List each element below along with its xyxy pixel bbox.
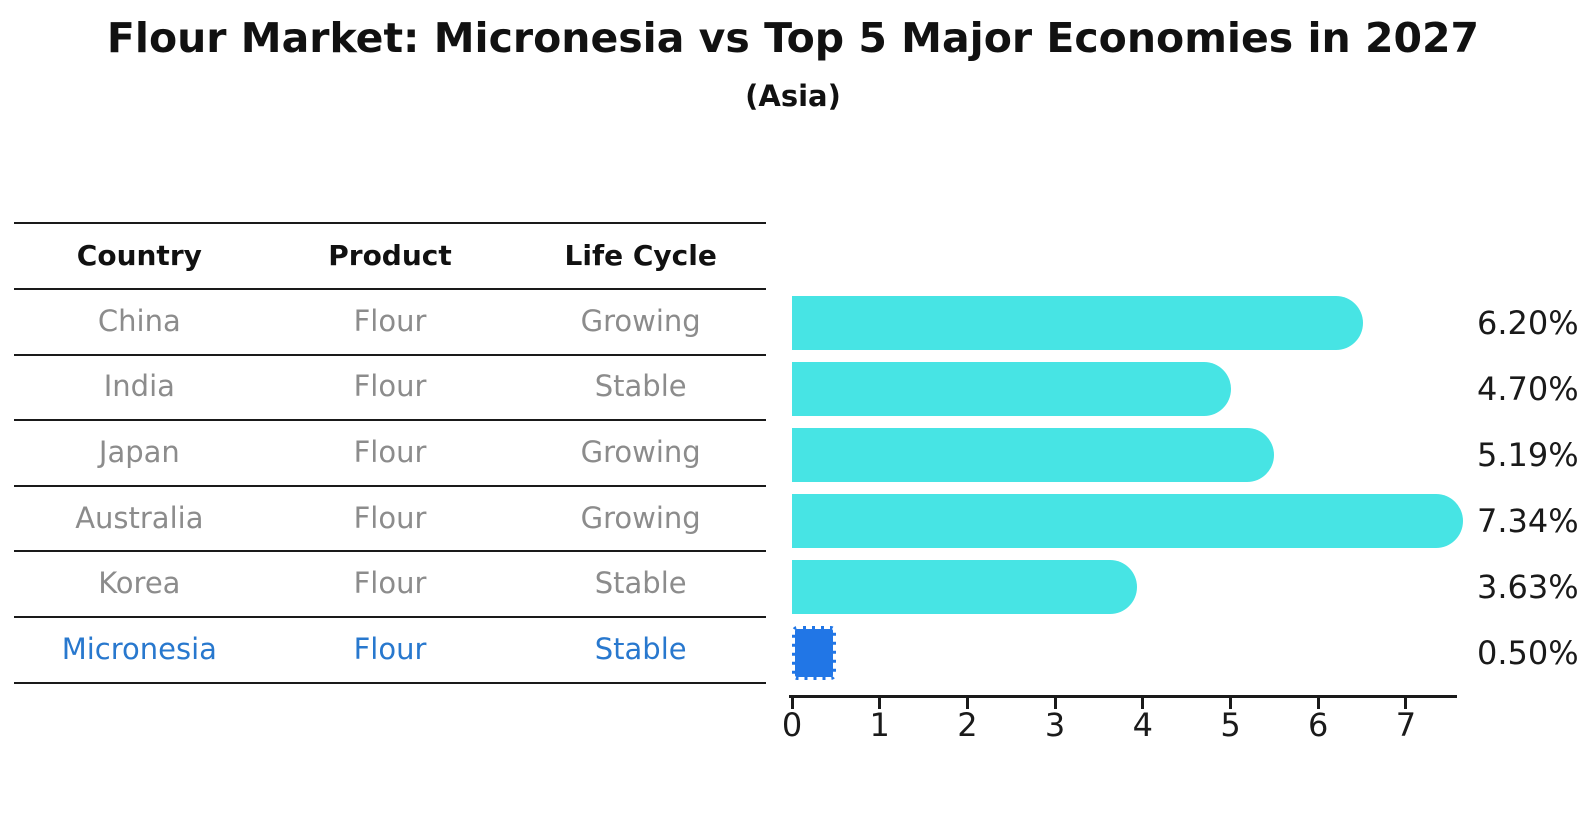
cell-life-cycle: Stable	[594, 631, 687, 666]
bar-india	[792, 361, 1232, 416]
bar-australia	[792, 493, 1463, 548]
x-tick-label: 4	[1132, 706, 1153, 744]
bar-korea	[792, 559, 1138, 614]
cell-life-cycle: Growing	[580, 303, 701, 338]
table-row: Korea Flour Stable	[14, 552, 766, 618]
table-header-row: Country Product Life Cycle	[14, 224, 766, 290]
cell-product: Flour	[353, 631, 427, 666]
table-row: Micronesia Flour Stable	[14, 618, 766, 684]
value-label-india: 4.70%	[1477, 369, 1579, 408]
cell-country: Australia	[75, 500, 204, 535]
x-tick	[1141, 698, 1145, 709]
table-row: India Flour Stable	[14, 356, 766, 422]
value-label-australia: 7.34%	[1477, 501, 1579, 540]
x-tick-label: 6	[1308, 706, 1329, 744]
x-tick	[878, 698, 882, 709]
cell-product: Flour	[353, 566, 427, 601]
cell-life-cycle: Stable	[594, 566, 687, 601]
cell-life-cycle: Growing	[580, 435, 701, 470]
country-table: Country Product Life Cycle China Flour Gro…	[14, 222, 766, 684]
table-row: Australia Flour Growing	[14, 487, 766, 553]
cell-country: China	[97, 303, 181, 338]
x-tick-label: 7	[1395, 706, 1417, 744]
cell-product: Flour	[353, 435, 427, 470]
table-row: China Flour Growing	[14, 290, 766, 356]
value-label-japan: 5.19%	[1477, 435, 1579, 474]
x-tick-label: 2	[957, 706, 978, 744]
cell-country: India	[103, 369, 175, 404]
value-label-micronesia: 0.50%	[1477, 633, 1579, 672]
x-tick	[1229, 698, 1232, 709]
x-tick	[965, 698, 969, 709]
x-tick	[1316, 698, 1320, 709]
chart-title: Flour Market: Micronesia vs Top 5 Major …	[106, 14, 1480, 62]
cell-country: Korea	[98, 566, 181, 601]
header-cell-product: Product	[328, 238, 452, 272]
header-cell-country: Country	[76, 238, 202, 272]
x-tick	[1053, 698, 1057, 709]
x-tick-label: 3	[1044, 706, 1066, 744]
cell-product: Flour	[353, 500, 427, 535]
x-tick-label: 1	[869, 706, 890, 744]
x-tick	[1404, 698, 1408, 709]
bar-micronesia	[792, 625, 836, 680]
x-tick	[790, 698, 794, 709]
x-tick-label: 5	[1220, 706, 1241, 744]
header-cell-life-cycle: Life Cycle	[564, 238, 717, 272]
cell-country: Micronesia	[61, 631, 217, 666]
cell-life-cycle: Stable	[594, 369, 687, 404]
cell-product: Flour	[353, 303, 427, 338]
cell-country: Japan	[98, 435, 180, 470]
x-axis-line	[789, 695, 1457, 698]
x-tick-label: 0	[781, 706, 803, 744]
bar-japan	[792, 427, 1275, 482]
cell-life-cycle: Growing	[580, 500, 701, 535]
chart-subtitle: (Asia)	[745, 79, 841, 113]
value-label-china: 6.20%	[1477, 303, 1579, 342]
bar-china	[792, 295, 1363, 350]
table-row: Japan Flour Growing	[14, 421, 766, 487]
cell-product: Flour	[353, 369, 427, 404]
value-label-korea: 3.63%	[1477, 567, 1579, 606]
